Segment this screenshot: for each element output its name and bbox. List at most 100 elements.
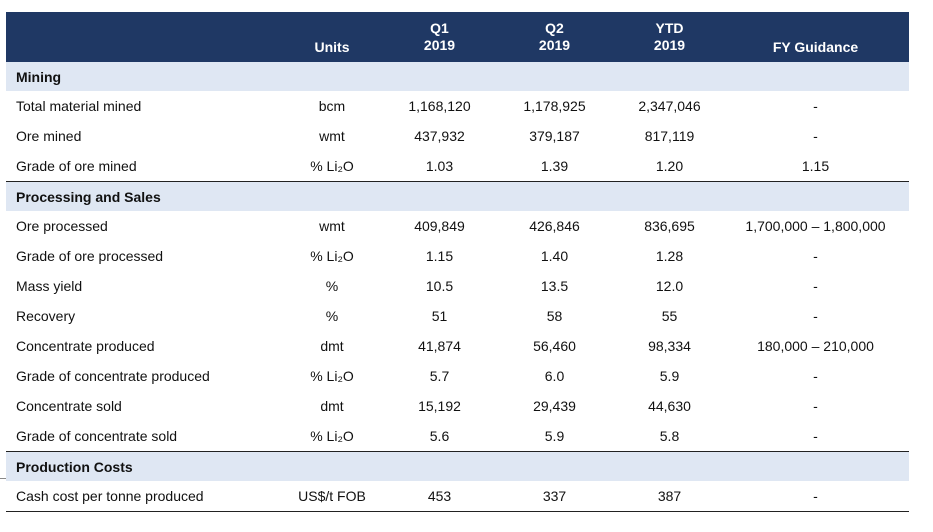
table-row: Ore processed wmt 409,849 426,846 836,695 1,7… [6, 211, 909, 241]
section-header: Mining [6, 62, 909, 91]
cell-q1: 5.6 [429, 428, 450, 444]
table-row: Total material mined bcm 1,168,120 1,178,92… [6, 91, 909, 121]
cell-q1: 437,932 [414, 128, 465, 144]
cell-q2: 58 [546, 308, 563, 324]
cell-ytd: 387 [657, 488, 682, 504]
table-row: Mass yield% 10.5 13.5 12.0 - [6, 271, 909, 301]
table-row: Grade of concentrate sold % Li₂O 5.6 5.9 5.8… [6, 421, 909, 452]
cell-ytd: 1.28 [655, 248, 684, 264]
cell-ytd: 5.9 [659, 368, 680, 384]
cell-q1: 1,168,120 [408, 98, 471, 114]
header-label [6, 12, 277, 62]
header-q1-line1: Q1 [430, 20, 449, 36]
table-body: Mining Total material mined bcm 1,168,120 1,… [6, 62, 909, 512]
cell-q2: 29,439 [533, 398, 576, 414]
cell-ytd: 1.20 [655, 158, 684, 174]
cell-units: wmt [319, 218, 345, 234]
header-units-text: Units [314, 39, 350, 55]
cell-q2: 13.5 [540, 278, 569, 294]
cell-ytd: 817,119 [644, 128, 695, 144]
cell-q2: 6.0 [544, 368, 565, 384]
table-row: Cash cost per tonne produced US$/t FOB 453… [6, 481, 909, 512]
cell-q1: 10.5 [425, 278, 454, 294]
cell-fy: 180,000 – 210,000 [757, 338, 874, 354]
header-q2-line1: Q2 [545, 20, 564, 36]
table-header: Units Q1 2019 Q2 2019 YTD 2019 FY Guidan… [6, 12, 909, 62]
cell-name: Recovery [16, 308, 76, 324]
header-ytd-line2: 2019 [653, 37, 686, 53]
header-q1-line2: 2019 [423, 37, 456, 53]
cell-units: dmt [320, 398, 344, 414]
table-row: Grade of concentrate produced % Li₂O 5.7 6.… [6, 361, 909, 391]
header-q2: Q2 2019 [492, 12, 617, 62]
table-row: Recovery% 51 58 55 - [6, 301, 909, 331]
section-header: Processing and Sales [6, 182, 909, 211]
header-units: Units [277, 12, 387, 62]
cell-units: % Li₂O [310, 158, 354, 174]
cell-ytd: 55 [661, 308, 678, 324]
cell-fy: - [813, 428, 818, 444]
gutter-tick [0, 478, 6, 479]
cell-q2: 5.9 [544, 428, 565, 444]
cell-fy: - [813, 248, 818, 264]
cell-fy: - [813, 398, 818, 414]
cell-units: % [325, 308, 339, 324]
cell-units: US$/t FOB [298, 488, 366, 504]
cell-ytd: 5.8 [659, 428, 680, 444]
table-row: Concentrate produced dmt 41,874 56,460 98,33… [6, 331, 909, 361]
header-ytd-line1: YTD [655, 20, 684, 36]
cell-name: Cash cost per tonne produced [16, 488, 204, 504]
cell-ytd: 44,630 [648, 398, 691, 414]
cell-q2: 337 [542, 488, 567, 504]
cell-fy: - [813, 488, 818, 504]
cell-units: wmt [319, 128, 345, 144]
header-q2-line2: 2019 [538, 37, 571, 53]
cell-units: % [325, 278, 339, 294]
cell-name: Grade of concentrate produced [16, 368, 210, 384]
header-fy-text: FY Guidance [772, 39, 859, 55]
cell-units: % Li₂O [310, 428, 354, 444]
cell-units: % Li₂O [310, 368, 354, 384]
header-q1: Q1 2019 [387, 12, 492, 62]
cell-name: Mass yield [16, 278, 83, 294]
table-row: Ore mined wmt 437,932 379,187 817,119 - [6, 121, 909, 151]
cell-name: Ore mined [16, 128, 82, 144]
cell-ytd: 836,695 [644, 218, 695, 234]
cell-fy: 1,700,000 – 1,800,000 [745, 218, 886, 234]
cell-name: Ore processed [16, 218, 108, 234]
cell-q2: 1.39 [540, 158, 569, 174]
cell-q1: 453 [427, 488, 452, 504]
cell-units: bcm [318, 98, 346, 114]
cell-q1: 15,192 [418, 398, 461, 414]
cell-q1: 51 [431, 308, 448, 324]
cell-fy: - [813, 128, 818, 144]
cell-fy: - [813, 98, 818, 114]
cell-q2: 379,187 [529, 128, 580, 144]
table-row: Concentrate sold dmt 15,192 29,439 44,630 - [6, 391, 909, 421]
cell-units: dmt [320, 338, 344, 354]
table-row: Grade of ore mined % Li₂O 1.03 1.39 1.20 1.15 [6, 151, 909, 182]
cell-name: Grade of ore processed [16, 248, 164, 264]
header-fy-guidance: FY Guidance [722, 12, 909, 62]
cell-q1: 1.15 [425, 248, 454, 264]
cell-name: Grade of concentrate sold [16, 428, 178, 444]
cell-ytd: 12.0 [655, 278, 684, 294]
cell-ytd: 2,347,046 [638, 98, 701, 114]
cell-name: Grade of ore mined [16, 158, 137, 174]
cell-q1: 5.7 [429, 368, 450, 384]
cell-q1: 409,849 [414, 218, 465, 234]
section-header: Production Costs [6, 452, 909, 481]
cell-name: Total material mined [16, 98, 142, 114]
cell-name: Concentrate sold [16, 398, 122, 414]
cell-fy: - [813, 278, 818, 294]
cell-fy: - [813, 308, 818, 324]
cell-units: % Li₂O [310, 248, 354, 264]
cell-ytd: 98,334 [648, 338, 691, 354]
cell-fy: - [813, 368, 818, 384]
table-row: Grade of ore processed % Li₂O 1.15 1.40 1.28… [6, 241, 909, 271]
cell-q2: 426,846 [529, 218, 580, 234]
cell-q2: 1,178,925 [523, 98, 586, 114]
cell-q2: 56,460 [533, 338, 576, 354]
cell-fy: 1.15 [801, 158, 830, 174]
production-table: Units Q1 2019 Q2 2019 YTD 2019 FY Guidan… [6, 12, 909, 512]
